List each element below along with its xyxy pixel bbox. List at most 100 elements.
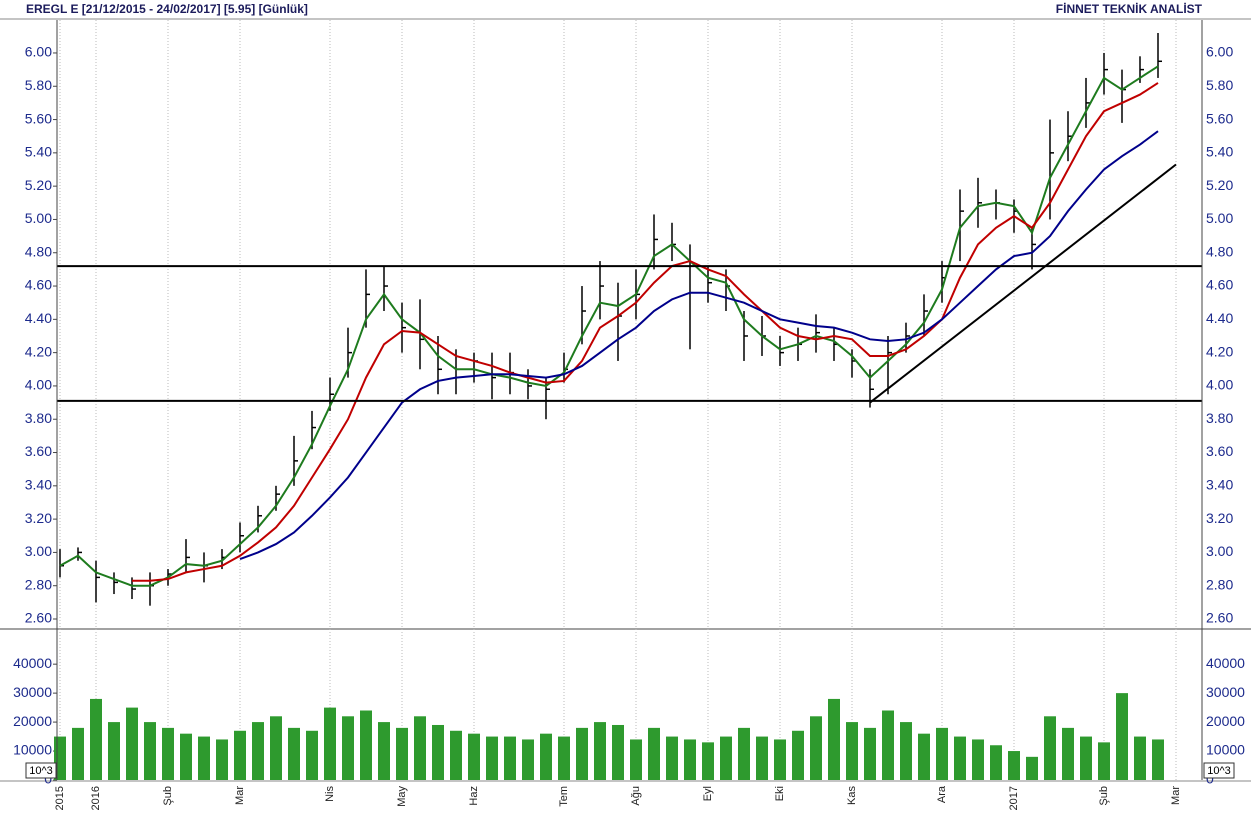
volume-bar (486, 736, 498, 780)
chart-title: EREGL E [21/12/2015 - 24/02/2017] [5.95]… (26, 2, 308, 16)
volume-bar (720, 736, 732, 780)
volume-bar (522, 739, 534, 780)
volume-bar (90, 698, 102, 780)
volume-bar (756, 736, 768, 780)
y-tick-label: 10000 (1206, 742, 1245, 758)
volume-bar (738, 727, 750, 780)
y-tick-label: 4.80 (25, 243, 52, 259)
volume-bar (1116, 693, 1128, 780)
y-tick-label: 4.40 (1206, 310, 1233, 326)
volume-bar (468, 733, 480, 780)
y-tick-label: 2.60 (1206, 610, 1233, 626)
volume-bar (288, 727, 300, 780)
volume-bar (396, 727, 408, 780)
volume-bar (1008, 751, 1020, 780)
y-tick-label: 4.00 (1206, 377, 1233, 393)
y-tick-label: 2.60 (25, 610, 52, 626)
source-label: FİNNET TEKNİK ANALİST (1056, 1, 1203, 16)
x-tick-label: 2016 (90, 786, 102, 810)
unit-box (1203, 762, 1235, 779)
volume-bar (972, 739, 984, 780)
volume-bar (846, 722, 858, 780)
y-tick-label: 4.80 (1206, 243, 1233, 259)
trendline (869, 163, 1177, 404)
x-tick-label: May (396, 786, 408, 807)
y-tick-label: 30000 (13, 684, 52, 700)
moving-average (239, 130, 1159, 561)
volume-bar (882, 710, 894, 780)
y-tick-label: 5.80 (25, 77, 52, 93)
y-tick-label: 0 (44, 771, 52, 787)
y-tick-label: 3.20 (25, 510, 52, 526)
y-tick-label: 3.20 (1206, 510, 1233, 526)
x-tick-label: Ara (936, 785, 948, 803)
moving-average (59, 65, 1159, 587)
volume-bar (684, 739, 696, 780)
volume-bar (198, 736, 210, 780)
volume-bar (252, 722, 264, 780)
x-tick-label: Ağu (630, 786, 642, 806)
y-tick-label: 5.00 (25, 210, 52, 226)
volume-bar (648, 727, 660, 780)
y-tick-label: 4.00 (25, 377, 52, 393)
volume-bar (1044, 716, 1056, 780)
y-tick-label: 3.60 (25, 443, 52, 459)
volume-bar (378, 722, 390, 780)
y-tick-label: 5.20 (1206, 177, 1233, 193)
y-tick-label: 40000 (1206, 655, 1245, 671)
volume-bar (306, 730, 318, 780)
volume-bar (666, 736, 678, 780)
x-tick-label: Eki (774, 786, 786, 801)
volume-bar (612, 724, 624, 780)
volume-bar (558, 736, 570, 780)
y-tick-label: 20000 (13, 713, 52, 729)
volume-bar (576, 727, 588, 780)
y-tick-label: 3.40 (25, 477, 52, 493)
volume-bar (900, 722, 912, 780)
volume-bar (936, 727, 948, 780)
y-tick-label: 3.00 (25, 543, 52, 559)
x-tick-label: Tem (558, 786, 570, 807)
volume-bar (864, 727, 876, 780)
y-tick-label: 2.80 (25, 576, 52, 592)
y-tick-label: 10000 (13, 742, 52, 758)
x-tick-label: Şub (162, 786, 174, 806)
x-tick-label: Haz (468, 786, 480, 806)
x-tick-label: 2015 (54, 786, 66, 810)
volume-bar (954, 736, 966, 780)
y-tick-label: 5.60 (25, 110, 52, 126)
y-tick-label: 4.60 (1206, 277, 1233, 293)
x-tick-label: Kas (846, 786, 858, 805)
x-tick-label: Nis (324, 786, 336, 802)
y-tick-label: 30000 (1206, 684, 1245, 700)
y-tick-label: 5.40 (25, 144, 52, 160)
y-tick-label: 4.20 (25, 343, 52, 359)
volume-bar (180, 733, 192, 780)
unit-label: 10^3 (29, 765, 53, 777)
volume-bar (1134, 736, 1146, 780)
volume-bar (1026, 756, 1038, 780)
y-tick-label: 6.00 (1206, 44, 1233, 60)
volume-bar (630, 739, 642, 780)
volume-bar (108, 722, 120, 780)
x-tick-label: Eyl (702, 786, 714, 801)
y-tick-label: 6.00 (25, 44, 52, 60)
y-tick-label: 5.20 (25, 177, 52, 193)
volume-bar (342, 716, 354, 780)
y-tick-label: 40000 (13, 655, 52, 671)
y-tick-label: 5.40 (1206, 144, 1233, 160)
y-tick-label: 5.80 (1206, 77, 1233, 93)
y-tick-label: 0 (1206, 771, 1214, 787)
x-tick-label: Mar (1170, 786, 1182, 805)
y-tick-label: 5.60 (1206, 110, 1233, 126)
y-tick-label: 2.80 (1206, 576, 1233, 592)
volume-bar (234, 730, 246, 780)
volume-bar (990, 745, 1002, 780)
volume-bar (702, 742, 714, 780)
x-tick-label: Mar (234, 786, 246, 805)
unit-label: 10^3 (1207, 765, 1231, 777)
volume-bar (774, 739, 786, 780)
